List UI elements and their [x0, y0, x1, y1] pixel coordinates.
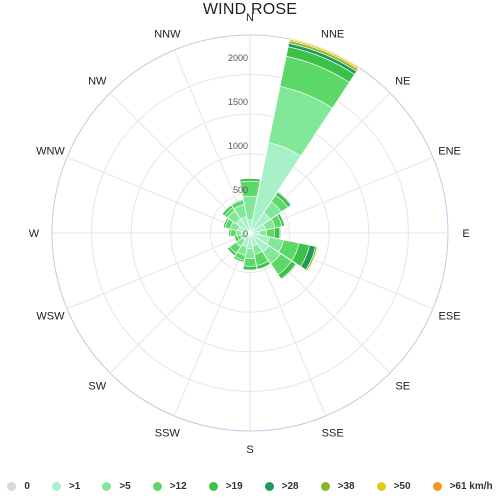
legend-item[interactable]: >28: [264, 480, 299, 492]
legend-marker: [376, 481, 386, 491]
wedge-ne-28[interactable]: [277, 191, 292, 206]
radial-tick-label: 1000: [228, 141, 248, 151]
legend-label: >12: [169, 480, 187, 492]
legend-item[interactable]: >12: [152, 480, 187, 492]
bars-layer: [221, 37, 360, 281]
wedge-ese-50[interactable]: [306, 246, 319, 272]
direction-label-wsw: WSW: [36, 311, 65, 323]
wedge-sw-19[interactable]: [226, 246, 237, 257]
legend-item[interactable]: >1: [51, 480, 81, 492]
direction-label-ne: NE: [395, 75, 410, 87]
wedge-e-28[interactable]: [279, 226, 282, 240]
grid-spoke: [66, 232, 251, 310]
legend-marker: [102, 481, 112, 491]
direction-label-ssw: SSW: [155, 428, 181, 440]
direction-label-n: N: [246, 12, 254, 24]
legend-label: >50: [393, 480, 411, 492]
legend-item[interactable]: >38: [320, 480, 355, 492]
legend-label: >19: [225, 480, 243, 492]
wedge-w-12[interactable]: [230, 228, 237, 238]
legend-label: >28: [281, 480, 299, 492]
wedge-s-12[interactable]: [243, 257, 257, 267]
legend-marker: [432, 481, 442, 491]
legend-item[interactable]: >61 km/h: [432, 480, 493, 492]
wedge-wnw-19[interactable]: [222, 217, 230, 229]
radial-tick-label: 1500: [228, 97, 248, 107]
grid-spoke: [66, 156, 251, 234]
legend-label: >61 km/h: [449, 480, 493, 492]
legend: 0 >1 >5 >12 >19 >28 >38 >50 >61 km/h: [0, 477, 500, 495]
direction-label-ene: ENE: [438, 145, 461, 157]
legend-item[interactable]: >5: [102, 480, 131, 492]
direction-label-s: S: [246, 444, 253, 456]
wedge-nnw-19[interactable]: [230, 199, 244, 206]
wedge-ssw-19[interactable]: [233, 256, 245, 263]
direction-label-sse: SSE: [322, 428, 344, 440]
wedge-se-28[interactable]: [280, 263, 298, 281]
radial-tick-label: 2000: [228, 53, 248, 63]
legend-label: >5: [119, 480, 131, 492]
legend-marker: [51, 481, 61, 491]
direction-label-nne: NNE: [321, 28, 344, 40]
labels-layer: 0 500 1000 1500 2000 N NNE NE ENE E ESE SE SSE S SSW SW…: [29, 12, 470, 456]
wedge-sse-19[interactable]: [256, 260, 271, 270]
chart-title: WIND ROSE: [202, 1, 298, 18]
direction-label-nnw: NNW: [154, 28, 181, 40]
grid-spoke: [109, 232, 251, 374]
legend-marker: [264, 481, 274, 491]
direction-label-sw: SW: [88, 381, 106, 393]
direction-label-w: W: [29, 228, 40, 240]
wedge-n-19[interactable]: [239, 178, 261, 183]
legend-item[interactable]: >50: [376, 480, 411, 492]
wedge-s-19[interactable]: [242, 265, 258, 271]
wedge-ene-19[interactable]: [276, 213, 285, 227]
legend-label: >38: [337, 480, 355, 492]
legend-marker: [7, 481, 17, 491]
wedge-e-19[interactable]: [273, 226, 281, 240]
legend-label: 0: [24, 480, 30, 492]
direction-label-se: SE: [395, 381, 410, 393]
legend-item[interactable]: 0: [7, 481, 30, 492]
direction-label-e: E: [462, 228, 469, 240]
legend-marker: [208, 481, 218, 491]
legend-marker: [152, 481, 162, 491]
radial-tick-label: 0: [243, 229, 248, 239]
radial-tick-label: 500: [233, 185, 248, 195]
direction-label-nw: NW: [88, 75, 107, 87]
wedge-nne-61kmh[interactable]: [289, 37, 360, 69]
wedge-nw-19[interactable]: [221, 204, 234, 217]
wedge-w-19[interactable]: [228, 228, 232, 238]
legend-item[interactable]: >19: [208, 480, 243, 492]
direction-label-ese: ESE: [439, 311, 461, 323]
direction-label-wnw: WNW: [36, 145, 65, 157]
grid-spoke: [173, 232, 251, 417]
legend-label: >1: [68, 480, 81, 492]
wedge-e-12[interactable]: [266, 227, 275, 239]
legend-marker: [320, 481, 330, 491]
